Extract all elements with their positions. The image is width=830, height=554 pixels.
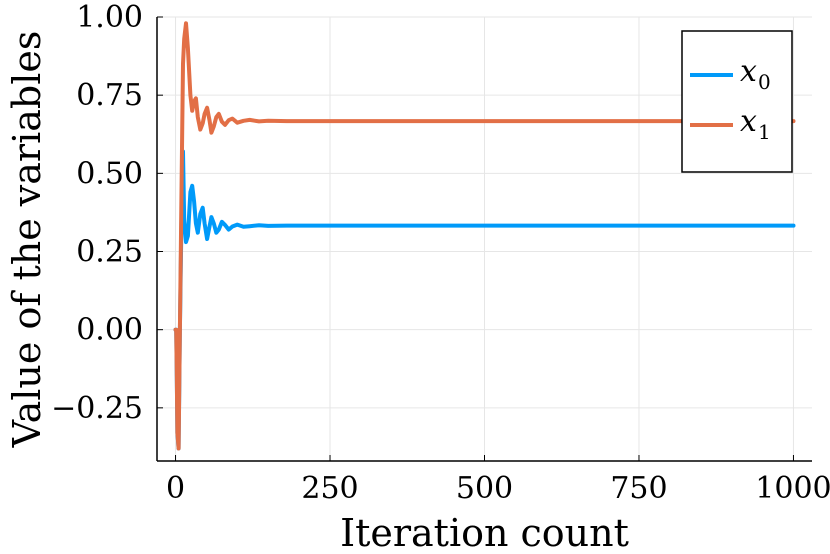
x-tick-label-0: 0 bbox=[166, 471, 185, 506]
legend-subscript-x1: 1 bbox=[758, 120, 771, 144]
y-tick-label-2: 0.25 bbox=[76, 235, 143, 270]
legend-box bbox=[681, 30, 793, 173]
tick-labels: 0 250 500 750 1000 −0.25 0.00 0.25 0.50 0.75 1.00 bbox=[51, 0, 830, 506]
y-tick-label-3: 0.50 bbox=[76, 156, 143, 191]
x-tick-label-1: 250 bbox=[301, 471, 358, 506]
series-lines bbox=[173, 21, 796, 451]
y-tick-label-4: 0.75 bbox=[76, 78, 143, 113]
y-tick-label-0: −0.25 bbox=[51, 391, 143, 426]
x-tick-label-2: 500 bbox=[456, 471, 513, 506]
y-tick-label-5: 1.00 bbox=[76, 0, 143, 35]
x-tick-label-4: 1000 bbox=[755, 471, 830, 506]
series-line-x1 bbox=[173, 21, 796, 451]
x-tick-label-3: 750 bbox=[610, 471, 667, 506]
axes bbox=[156, 16, 812, 462]
x-axis-title: Iteration count bbox=[340, 511, 629, 554]
legend-label-x0: x bbox=[740, 54, 757, 89]
legend-subscript-x0: 0 bbox=[758, 70, 771, 94]
y-axis-title: Value of the variables bbox=[5, 31, 49, 449]
y-tick-label-1: 0.00 bbox=[76, 313, 143, 348]
legend: x 0x 1 bbox=[681, 30, 793, 173]
legend-label-x1: x bbox=[740, 104, 757, 139]
